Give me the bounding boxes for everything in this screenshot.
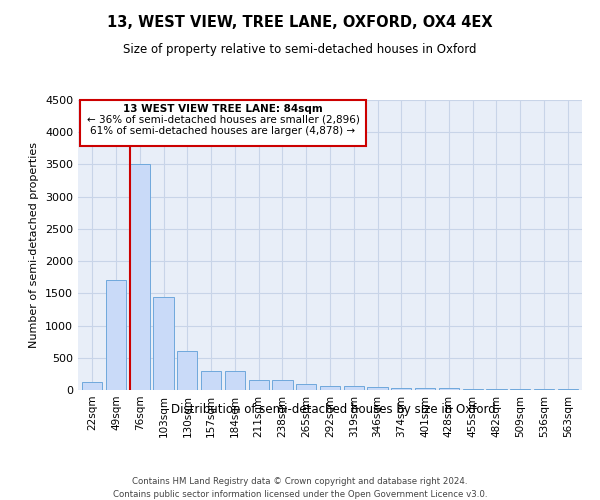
Bar xyxy=(82,382,103,390)
Text: 13, WEST VIEW, TREE LANE, OXFORD, OX4 4EX: 13, WEST VIEW, TREE LANE, OXFORD, OX4 4E… xyxy=(107,15,493,30)
FancyBboxPatch shape xyxy=(80,100,365,146)
Text: Contains HM Land Registry data © Crown copyright and database right 2024.: Contains HM Land Registry data © Crown c… xyxy=(132,478,468,486)
Bar xyxy=(367,388,388,390)
Bar xyxy=(201,370,221,390)
Text: 13 WEST VIEW TREE LANE: 84sqm: 13 WEST VIEW TREE LANE: 84sqm xyxy=(123,104,323,114)
Bar xyxy=(391,388,412,390)
Bar xyxy=(177,350,197,390)
Bar xyxy=(415,388,435,390)
Text: Distribution of semi-detached houses by size in Oxford: Distribution of semi-detached houses by … xyxy=(170,402,496,415)
Bar xyxy=(106,280,126,390)
Bar xyxy=(463,388,483,390)
Bar xyxy=(320,386,340,390)
Text: 61% of semi-detached houses are larger (4,878) →: 61% of semi-detached houses are larger (… xyxy=(91,126,356,136)
Bar xyxy=(272,380,293,390)
Y-axis label: Number of semi-detached properties: Number of semi-detached properties xyxy=(29,142,40,348)
Text: Contains public sector information licensed under the Open Government Licence v3: Contains public sector information licen… xyxy=(113,490,487,499)
Text: ← 36% of semi-detached houses are smaller (2,896): ← 36% of semi-detached houses are smalle… xyxy=(86,115,359,125)
Bar xyxy=(487,389,506,390)
Bar xyxy=(296,384,316,390)
Bar xyxy=(130,164,150,390)
Bar xyxy=(439,388,459,390)
Bar xyxy=(225,370,245,390)
Bar xyxy=(154,296,173,390)
Text: Size of property relative to semi-detached houses in Oxford: Size of property relative to semi-detach… xyxy=(123,42,477,56)
Bar xyxy=(344,386,364,390)
Bar xyxy=(248,380,269,390)
